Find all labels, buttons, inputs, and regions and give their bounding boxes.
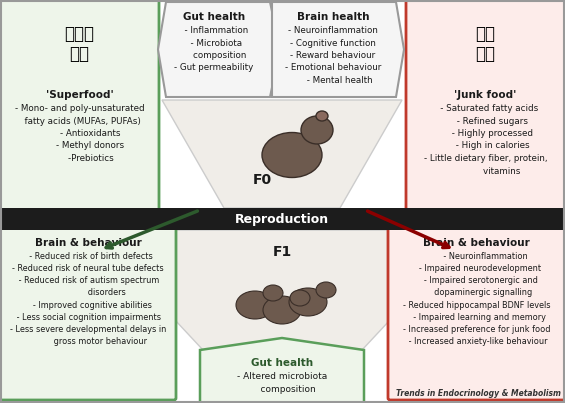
Text: 'Junk food': 'Junk food' [454,90,516,100]
Polygon shape [272,2,404,97]
Text: Brain & behaviour: Brain & behaviour [34,238,141,248]
Polygon shape [0,208,245,230]
Text: Gut health: Gut health [251,358,313,368]
Bar [4,4,155,84]
Polygon shape [320,208,565,230]
Bar [0,208,565,230]
Ellipse shape [263,296,301,324]
Text: 🍔🍕
🍩🍬: 🍔🍕 🍩🍬 [476,25,496,63]
Ellipse shape [263,285,283,301]
Text: Brain & behaviour: Brain & behaviour [423,238,530,248]
Ellipse shape [290,290,310,306]
Text: F0: F0 [253,173,272,187]
Polygon shape [175,230,390,395]
Polygon shape [158,2,280,97]
Text: - Reduced risk of birth defects
- Reduced risk of neural tube defects
 - Reduced: - Reduced risk of birth defects - Reduce… [10,252,166,346]
FancyBboxPatch shape [388,228,565,400]
Polygon shape [162,100,402,208]
Text: - Neuroinflammation
- Cognitive function
- Reward behaviour
- Emotional behaviou: - Neuroinflammation - Cognitive function… [285,26,381,85]
Ellipse shape [236,291,274,319]
Text: 'Superfood': 'Superfood' [46,90,114,100]
Ellipse shape [262,133,322,177]
Text: Brain health: Brain health [297,12,370,22]
Text: - Inflammation
  - Microbiota
    composition
- Gut permeability: - Inflammation - Microbiota composition … [175,26,254,73]
Text: 🥦🍇🥜
💊💊: 🥦🍇🥜 💊💊 [64,25,94,63]
FancyBboxPatch shape [0,0,159,210]
Text: - Saturated fatty acids
     - Refined sugars
     - Highly processed
     - Hig: - Saturated fatty acids - Refined sugars… [424,104,547,175]
Text: Trends in Endocrinology & Metabolism: Trends in Endocrinology & Metabolism [396,389,561,398]
Text: F1: F1 [272,245,292,259]
Polygon shape [200,338,364,403]
Ellipse shape [316,111,328,121]
Text: Gut health: Gut health [183,12,245,22]
Text: - Altered microbiota
    composition: - Altered microbiota composition [237,372,327,393]
Text: - Mono- and poly-unsaturated
  fatty acids (MUFAs, PUFAs)
        - Antioxidants: - Mono- and poly-unsaturated fatty acids… [15,104,144,163]
Text: Reproduction: Reproduction [235,212,329,226]
Ellipse shape [301,116,333,144]
Ellipse shape [316,282,336,298]
Text: - Neuroinflammation
   - Impaired neurodevelopment
   - Impaired serotonergic an: - Neuroinflammation - Impaired neurodeve… [403,252,550,346]
FancyBboxPatch shape [0,228,176,400]
Ellipse shape [289,288,327,316]
FancyBboxPatch shape [406,0,565,210]
